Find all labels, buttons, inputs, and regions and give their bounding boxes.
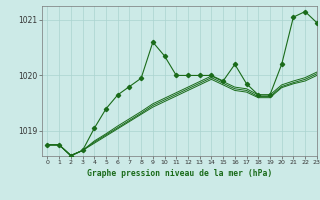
X-axis label: Graphe pression niveau de la mer (hPa): Graphe pression niveau de la mer (hPa) bbox=[87, 169, 272, 178]
